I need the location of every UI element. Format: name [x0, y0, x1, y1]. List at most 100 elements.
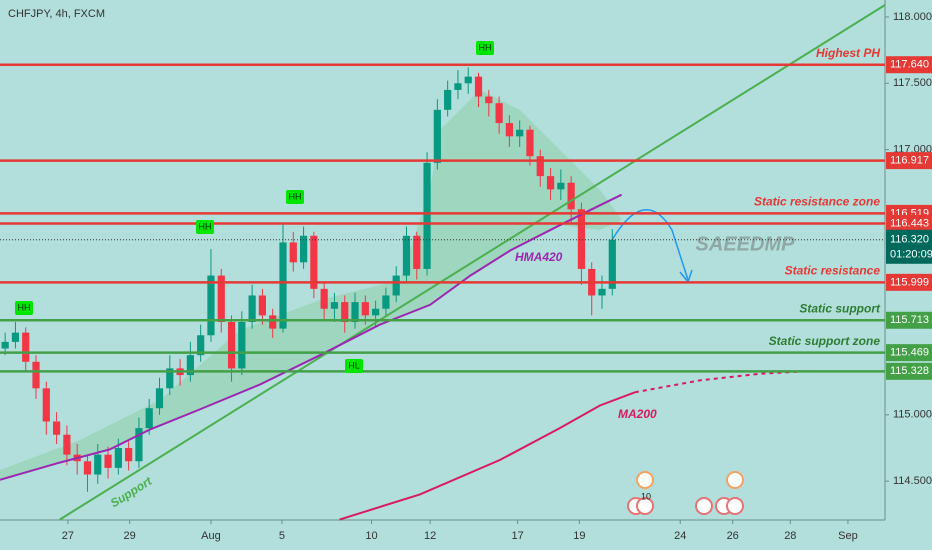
candle-body	[125, 447, 133, 462]
candle-body	[155, 388, 164, 409]
swing-label-box	[345, 359, 363, 373]
candle-body	[32, 361, 40, 389]
swing-label: HL	[348, 360, 360, 370]
candle-body	[516, 129, 524, 137]
events: 10	[627, 471, 744, 515]
level-label-box	[886, 344, 932, 362]
swing-label: HH	[199, 221, 212, 231]
level-name: Static support	[799, 301, 881, 315]
watermark: SAEEDMP	[696, 233, 796, 255]
countdown: 01:20:09	[890, 249, 932, 261]
candle-body	[485, 96, 493, 104]
candle-body	[454, 83, 462, 90]
candle-body	[546, 176, 555, 190]
level-label: 115.328	[890, 365, 929, 377]
y-tick-label: 118.000	[893, 11, 932, 23]
x-tick-label: 10	[365, 530, 377, 542]
candle-body	[217, 275, 225, 322]
candle-body	[52, 421, 61, 435]
candle-body	[94, 454, 102, 475]
candle-body	[557, 182, 565, 190]
candle-body	[22, 332, 30, 362]
line-label: MA200	[618, 407, 657, 421]
candle-body	[320, 288, 328, 309]
level-label: 116.443	[890, 217, 929, 229]
line-series	[634, 370, 810, 394]
event-icon	[726, 471, 744, 489]
line-series	[0, 193, 623, 481]
line-label: HMA420	[515, 250, 563, 264]
candle-body	[145, 408, 153, 429]
level-label: 115.713	[890, 314, 929, 326]
candle-body	[310, 235, 318, 289]
candle-body	[413, 235, 421, 269]
candle-body	[402, 235, 411, 276]
swing-label: HH	[18, 302, 31, 312]
candle-body	[186, 355, 194, 376]
x-tick-label: 29	[124, 530, 136, 542]
event-icon	[726, 497, 744, 515]
level-name: Static resistance	[785, 264, 881, 278]
candle-body	[372, 308, 380, 316]
candle-body	[536, 156, 544, 177]
x-tick-label: Aug	[201, 530, 221, 542]
swing-label-box	[196, 220, 214, 234]
candle-body	[135, 428, 143, 462]
candle-body	[227, 321, 236, 369]
candle-body	[166, 368, 174, 389]
level-name: Static support zone	[769, 334, 881, 348]
current-price-box	[886, 229, 932, 264]
y-tick-label: 117.500	[893, 77, 932, 89]
line-series	[59, 4, 886, 521]
candle-body	[577, 209, 586, 269]
candle-body	[207, 275, 215, 336]
level-label-box	[886, 214, 932, 232]
candle-body	[567, 182, 575, 210]
candle-body	[248, 295, 256, 322]
candle-body	[299, 235, 308, 263]
candle-body	[608, 239, 616, 289]
level-label: 115.999	[890, 276, 929, 288]
swing-label-box	[476, 41, 494, 55]
chart-title: CHFJPY, 4h, FXCM	[8, 8, 105, 20]
candle-body	[361, 302, 369, 316]
x-tick-label: 26	[727, 530, 739, 542]
candle-body	[63, 434, 71, 455]
projection-arrow	[611, 209, 689, 281]
level-label-box	[886, 56, 932, 74]
swing-label: HH	[289, 191, 302, 201]
swing-label-box	[286, 190, 304, 204]
candle-body	[341, 302, 349, 322]
x-tick-label: 24	[674, 530, 686, 542]
candle-body	[197, 335, 205, 356]
candle-body	[351, 302, 359, 322]
candle-body	[258, 295, 267, 316]
level-name: Highest PH	[816, 46, 880, 60]
event-count: 10	[641, 491, 651, 501]
candle-body	[598, 288, 606, 296]
candle-body	[423, 162, 431, 269]
candle-body	[114, 447, 122, 468]
event-icon	[695, 497, 713, 515]
level-label-box	[886, 311, 932, 329]
x-tick-label: 17	[511, 530, 523, 542]
y-tick-label: 114.500	[893, 475, 932, 487]
candle-body	[104, 454, 112, 468]
candle-body	[526, 129, 534, 157]
level-label-box	[886, 273, 932, 291]
candle-body	[279, 242, 287, 329]
candle-body	[392, 275, 400, 296]
candle-body	[238, 321, 246, 369]
level-label-box	[886, 362, 932, 380]
candle-body	[433, 109, 441, 163]
x-tick-label: 27	[62, 530, 74, 542]
candle-body	[83, 461, 92, 475]
level-label: 116.917	[890, 155, 929, 167]
line-series	[339, 391, 636, 521]
x-tick-label: 5	[279, 530, 285, 542]
level-label-box	[886, 152, 932, 170]
level-label: 117.640	[890, 59, 929, 71]
